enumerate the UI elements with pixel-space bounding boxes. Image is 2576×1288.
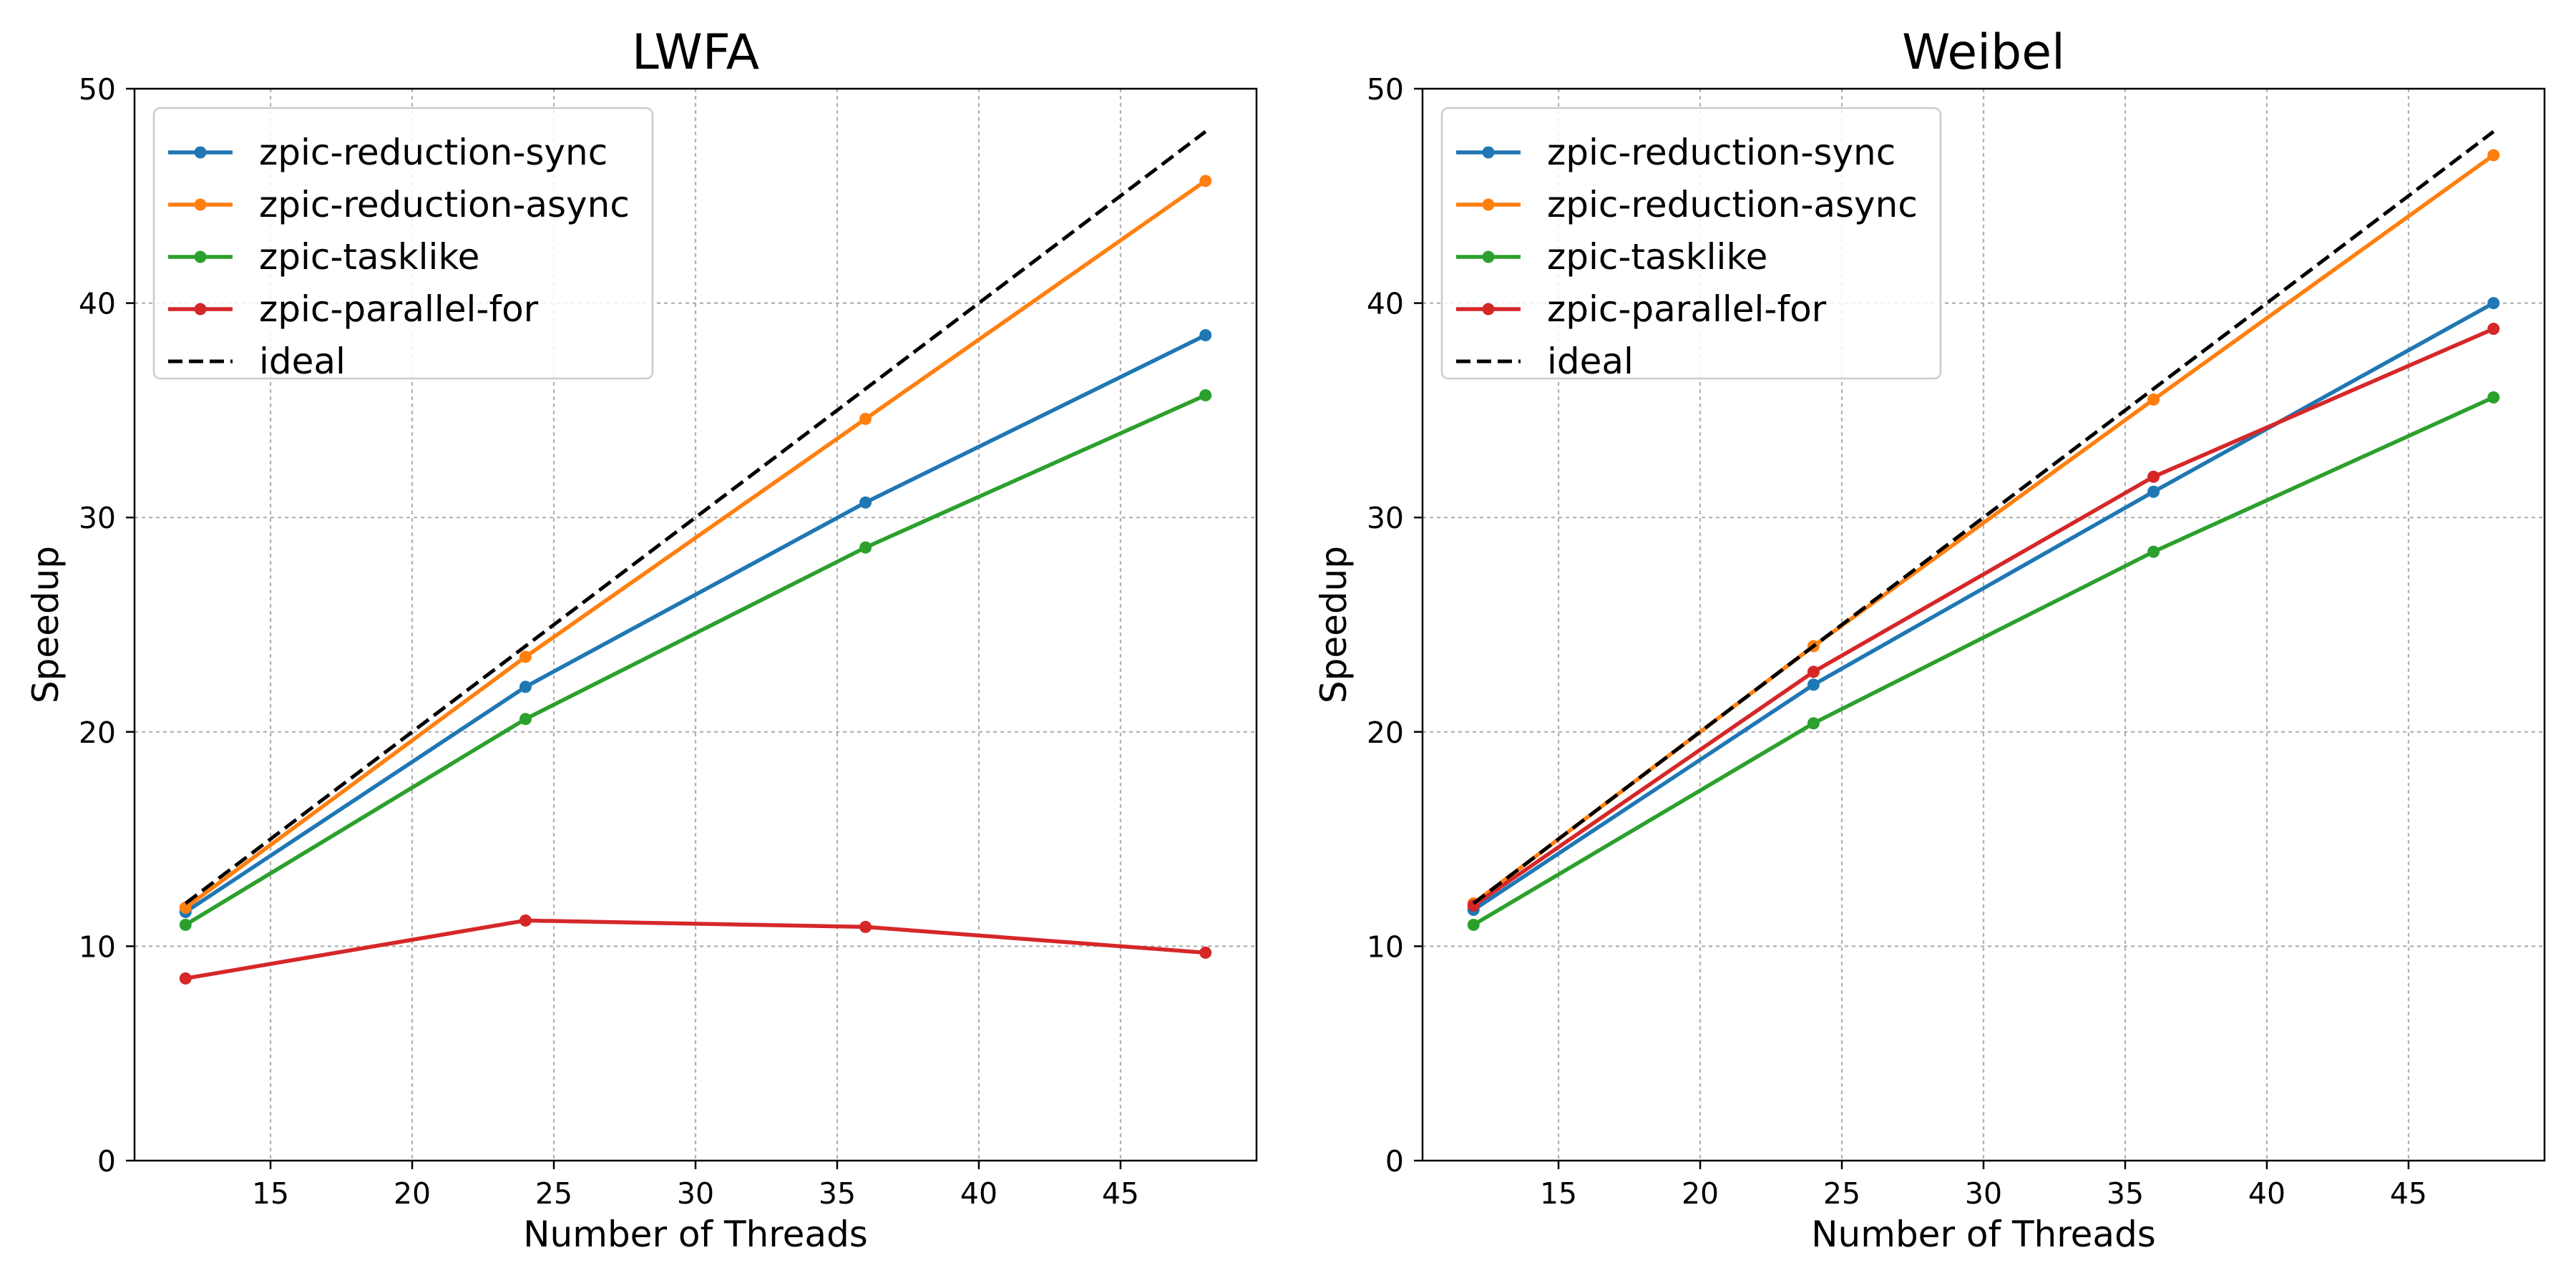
x-tick-label: 20: [1682, 1176, 1719, 1211]
legend-marker-zpic-tasklike: [1482, 250, 1495, 263]
data-point-zpic-tasklike: [859, 541, 872, 554]
x-axis-label: Number of Threads: [523, 1214, 868, 1255]
data-point-zpic-parallel-for: [519, 914, 532, 927]
data-point-zpic-tasklike: [1199, 389, 1212, 401]
data-point-zpic-reduction-sync: [519, 680, 532, 693]
x-tick-label: 30: [677, 1176, 714, 1211]
y-tick-label: 50: [1367, 72, 1404, 107]
legend-label: zpic-reduction-async: [1547, 184, 1918, 225]
y-tick-label: 20: [79, 716, 116, 750]
legend-label: zpic-tasklike: [259, 236, 479, 278]
data-point-zpic-reduction-sync: [1199, 329, 1212, 342]
data-point-zpic-reduction-sync: [2147, 485, 2160, 498]
y-tick-label: 50: [79, 72, 116, 107]
data-point-zpic-parallel-for: [179, 972, 192, 985]
x-tick-label: 15: [1540, 1176, 1577, 1211]
legend-marker-zpic-reduction-async: [1482, 198, 1495, 211]
legend-label: zpic-reduction-sync: [1547, 132, 1896, 173]
y-axis-label: Speedup: [25, 546, 67, 703]
series-line-ideal: [184, 130, 1207, 905]
data-point-zpic-parallel-for: [859, 920, 872, 933]
legend-label: zpic-tasklike: [1547, 236, 1767, 278]
series-line-zpic-parallel-for: [1472, 327, 2494, 907]
y-tick-label: 30: [79, 501, 116, 535]
data-point-zpic-reduction-async: [519, 650, 532, 663]
legend: zpic-reduction-sync zpic-reduction-async z…: [152, 107, 654, 382]
data-point-zpic-parallel-for: [2487, 323, 2500, 336]
data-point-zpic-reduction-async: [2487, 149, 2500, 162]
legend-marker-zpic-reduction-sync: [194, 146, 207, 159]
chart-lwfa: 15 20 25 30 35 40 45 0 10 20 30 40 50 LWFA Number of T…: [25, 24, 1258, 1255]
legend-box: [152, 107, 654, 380]
x-tick-label: 45: [1102, 1176, 1139, 1211]
legend-marker-zpic-reduction-async: [194, 198, 207, 211]
data-point-zpic-tasklike: [2147, 545, 2160, 558]
x-tick-label: 20: [394, 1176, 431, 1211]
data-point-zpic-tasklike: [179, 918, 192, 931]
x-tick-label: 30: [1965, 1176, 2002, 1211]
x-tick-label: 35: [819, 1176, 856, 1211]
data-point-zpic-reduction-sync: [1807, 678, 1820, 691]
y-tick-label: 10: [1367, 930, 1404, 964]
legend-marker-zpic-tasklike: [194, 250, 207, 263]
series-line-zpic-tasklike: [1472, 395, 2494, 927]
data-point-zpic-parallel-for: [1807, 665, 1820, 678]
x-tick-label: 25: [535, 1176, 572, 1211]
data-point-zpic-reduction-sync: [859, 496, 872, 509]
chart-title: Weibel: [1902, 24, 2065, 81]
data-point-zpic-reduction-async: [179, 901, 192, 914]
chart-title: LWFA: [632, 24, 759, 81]
data-point-zpic-reduction-async: [1199, 175, 1212, 187]
series-line-zpic-parallel-for: [185, 918, 1206, 981]
y-tick-label: 0: [1385, 1144, 1404, 1179]
data-point-zpic-tasklike: [1467, 918, 1480, 931]
legend-marker-zpic-parallel-for: [1482, 303, 1495, 316]
x-tick-label: 40: [960, 1176, 997, 1211]
x-tick-label: 35: [2107, 1176, 2144, 1211]
legend-label: zpic-parallel-for: [1547, 288, 1827, 330]
chart-weibel: 15 20 25 30 35 40 45 0 10 20 30 40 50 Weibel Number of…: [1313, 24, 2546, 1255]
legend-label: zpic-reduction-async: [259, 184, 630, 225]
data-point-zpic-parallel-for: [1199, 946, 1212, 959]
data-point-zpic-reduction-sync: [2487, 297, 2500, 310]
x-tick-label: 40: [2248, 1176, 2285, 1211]
x-axis-label: Number of Threads: [1811, 1214, 2156, 1255]
data-point-zpic-tasklike: [519, 713, 532, 726]
data-point-zpic-tasklike: [2487, 391, 2500, 404]
legend-label: ideal: [1547, 341, 1634, 382]
series-line-ideal: [1472, 130, 2495, 905]
series-line-zpic-reduction-async: [184, 179, 1207, 909]
y-axis-label: Speedup: [1313, 546, 1355, 703]
x-tick-label: 25: [1823, 1176, 1860, 1211]
y-tick-label: 30: [1367, 501, 1404, 535]
data-point-zpic-reduction-async: [859, 412, 872, 425]
legend-label: zpic-reduction-sync: [259, 132, 608, 173]
data-point-zpic-tasklike: [1807, 717, 1820, 730]
data-point-zpic-reduction-async: [2147, 393, 2160, 406]
legend-label: zpic-parallel-for: [259, 288, 539, 330]
series-line-zpic-tasklike: [184, 393, 1206, 927]
data-point-zpic-parallel-for: [2147, 470, 2160, 483]
y-tick-label: 0: [97, 1144, 116, 1179]
x-tick-label: 45: [2390, 1176, 2427, 1211]
legend-label: ideal: [259, 341, 346, 382]
y-tick-label: 20: [1367, 716, 1404, 750]
series-line-zpic-reduction-sync: [1472, 301, 2495, 912]
series-line-zpic-reduction-sync: [184, 333, 1206, 914]
y-tick-label: 40: [1367, 287, 1404, 321]
y-tick-label: 10: [79, 930, 116, 964]
legend: zpic-reduction-sync zpic-reduction-async z…: [1440, 107, 1942, 382]
y-tick-label: 40: [79, 287, 116, 321]
legend-marker-zpic-parallel-for: [194, 303, 207, 316]
legend-marker-zpic-reduction-sync: [1482, 146, 1495, 159]
legend-box: [1440, 107, 1942, 380]
x-tick-label: 15: [252, 1176, 289, 1211]
